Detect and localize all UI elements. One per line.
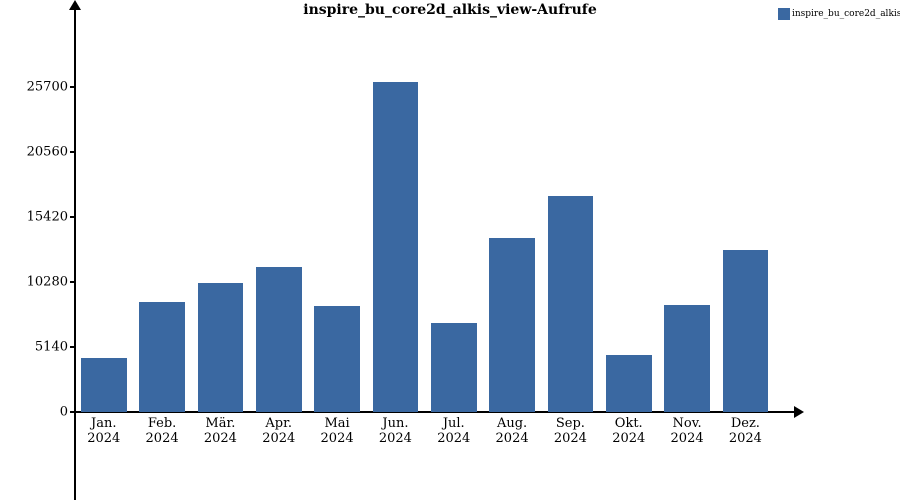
y-tick-label: 25700 — [27, 80, 74, 95]
x-tick-label: Jun.2024 — [379, 412, 412, 446]
x-tick-label: Okt.2024 — [612, 412, 645, 446]
bar — [256, 267, 302, 412]
bar — [606, 355, 652, 412]
bar — [548, 196, 594, 412]
y-tick-mark — [70, 216, 74, 218]
chart-canvas: inspire_bu_core2d_alkis_view-Aufrufe ins… — [0, 0, 900, 500]
y-axis-line — [74, 8, 76, 500]
legend: inspire_bu_core2d_alkis_view — [778, 8, 900, 20]
plot-area: 0514010280154202056025700 Jan.2024Feb.20… — [74, 22, 774, 412]
x-axis-arrow-icon — [794, 406, 804, 418]
x-tick-label: Sep.2024 — [554, 412, 587, 446]
y-tick-label: 10280 — [27, 275, 74, 290]
y-tick-mark — [70, 151, 74, 153]
chart-title: inspire_bu_core2d_alkis_view-Aufrufe — [0, 2, 900, 18]
y-tick-label: 20560 — [27, 145, 74, 160]
x-tick-label: Feb.2024 — [146, 412, 179, 446]
bar — [664, 305, 710, 412]
legend-label: inspire_bu_core2d_alkis_view — [792, 9, 900, 19]
legend-swatch — [778, 8, 790, 20]
y-tick-mark — [70, 86, 74, 88]
bar — [373, 82, 419, 412]
y-tick-mark — [70, 411, 74, 413]
x-tick-label: Jan.2024 — [87, 412, 120, 446]
x-tick-label: Aug.2024 — [496, 412, 529, 446]
y-axis-arrow-icon — [69, 0, 81, 10]
x-tick-label: Dez.2024 — [729, 412, 762, 446]
x-tick-label: Jul.2024 — [437, 412, 470, 446]
bar — [314, 306, 360, 412]
y-tick-label: 15420 — [27, 210, 74, 225]
bar — [198, 283, 244, 412]
y-tick-mark — [70, 281, 74, 283]
x-tick-label: Mai2024 — [321, 412, 354, 446]
bar — [723, 250, 769, 412]
bar — [431, 323, 477, 412]
x-tick-label: Mär.2024 — [204, 412, 237, 446]
x-tick-label: Nov.2024 — [671, 412, 704, 446]
x-tick-label: Apr.2024 — [262, 412, 295, 446]
bar — [81, 358, 127, 412]
bar — [489, 238, 535, 413]
y-tick-label: 5140 — [35, 340, 74, 355]
bar — [139, 302, 185, 412]
y-tick-mark — [70, 346, 74, 348]
